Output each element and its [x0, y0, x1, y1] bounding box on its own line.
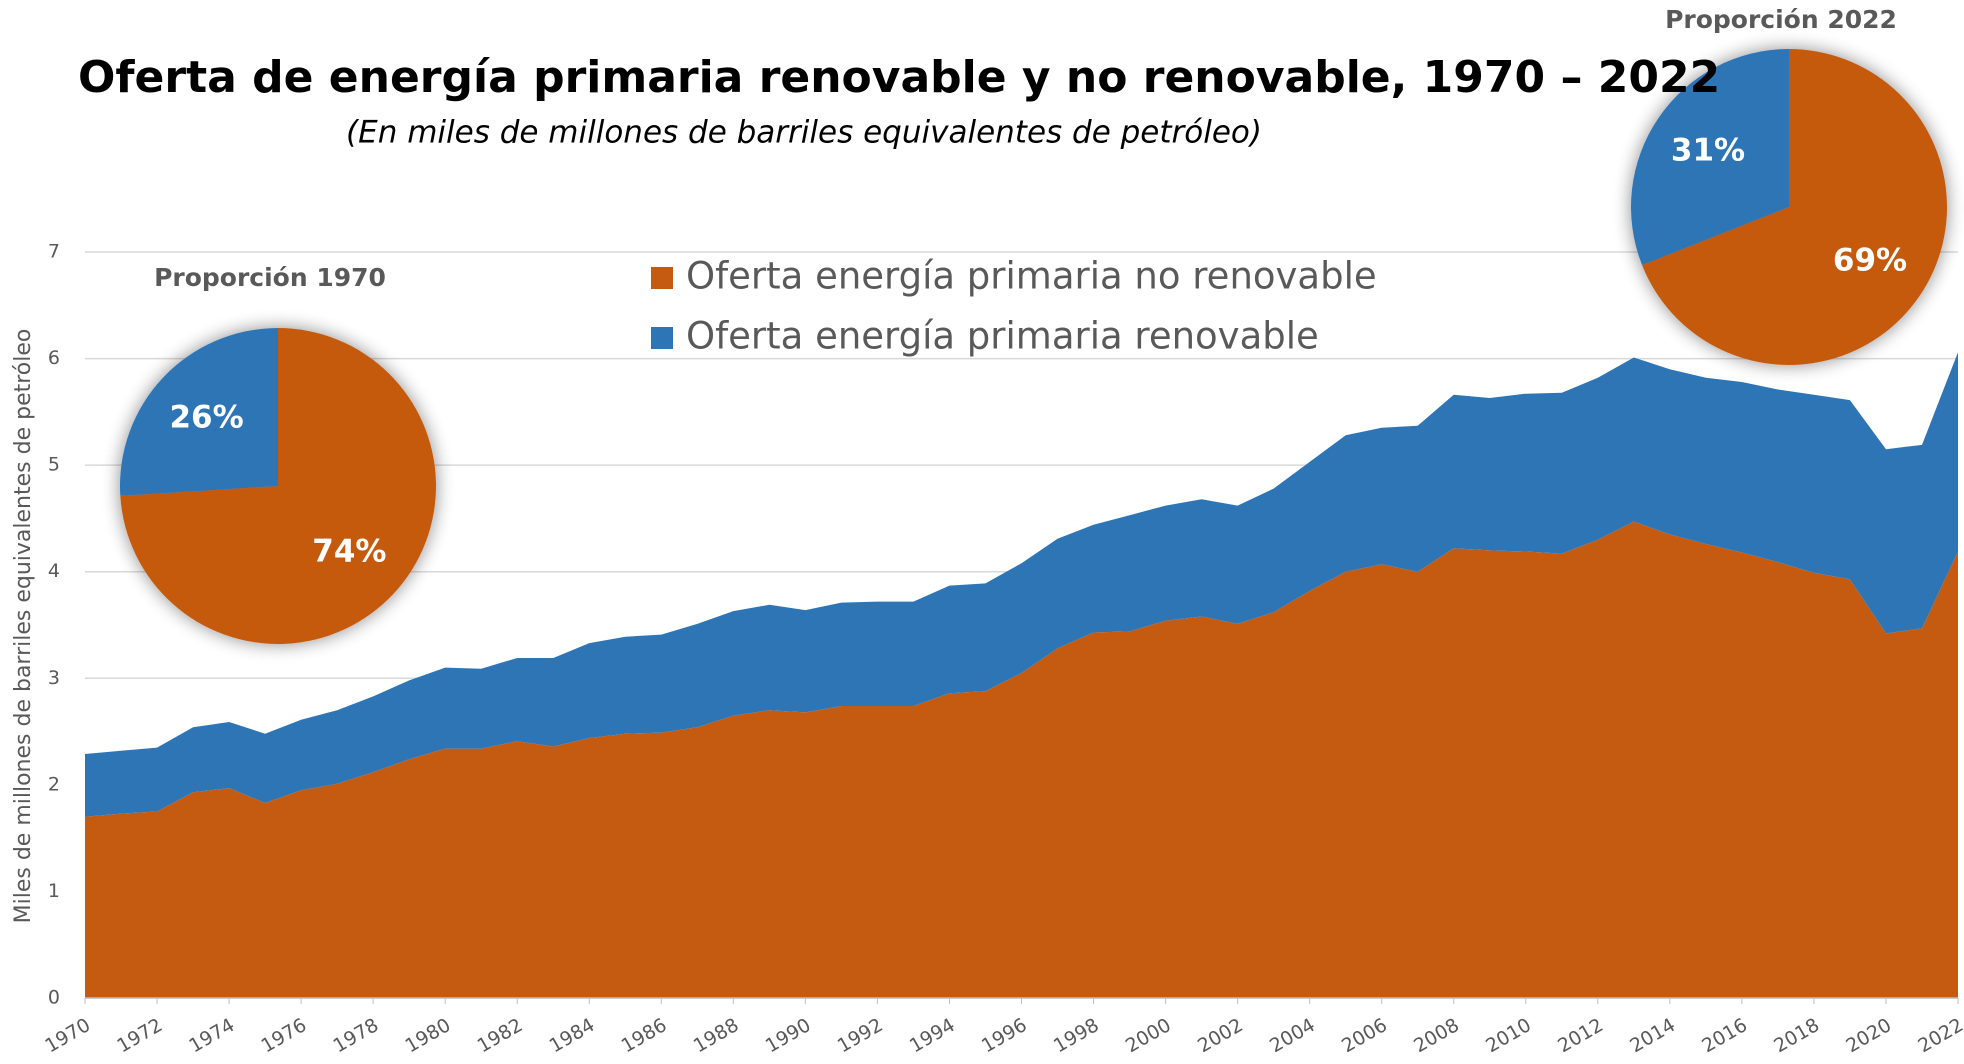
- x-tick-label: 1974: [185, 1014, 238, 1057]
- legend-label: Oferta energía primaria no renovable: [686, 255, 1377, 298]
- x-tick-label: 2000: [1122, 1014, 1175, 1057]
- chart-title: Oferta de energía primaria renovable y n…: [78, 52, 1720, 103]
- x-tick-label: 2008: [1410, 1014, 1463, 1057]
- y-tick-label: 3: [48, 667, 60, 689]
- pie-title: Proporción 1970: [154, 263, 386, 292]
- x-tick-label: 1988: [690, 1014, 743, 1057]
- x-tick-label: 2010: [1482, 1014, 1535, 1057]
- x-tick-label: 2022: [1914, 1014, 1964, 1057]
- pie-label: 26%: [169, 399, 243, 435]
- y-tick-label: 4: [48, 560, 60, 582]
- legend-swatch: [651, 267, 673, 289]
- x-tick-label: 1980: [402, 1014, 455, 1057]
- x-tick-label: 2012: [1554, 1014, 1607, 1057]
- legend-swatch: [651, 327, 673, 349]
- x-tick-label: 1986: [618, 1014, 671, 1057]
- x-tick-label: 1994: [906, 1014, 959, 1057]
- pie-slice: [1631, 49, 1789, 266]
- y-tick-label: 2: [48, 773, 60, 795]
- x-tick-label: 1992: [834, 1014, 887, 1057]
- chart-subtitle: (En miles de millones de barriles equiva…: [346, 115, 1262, 151]
- overlay: Oferta energía primaria no renovable Ofer…: [119, 5, 1948, 645]
- y-axis-label: Miles de millones de barriles equivalent…: [11, 329, 36, 924]
- x-tick-label: 2018: [1770, 1014, 1823, 1057]
- y-tick-label: 0: [48, 987, 60, 1009]
- x-tick-label: 2006: [1338, 1014, 1391, 1057]
- y-tick-label: 1: [48, 880, 60, 902]
- pie: [119, 328, 437, 645]
- x-tick-label: 1978: [330, 1014, 383, 1057]
- x-tick-label: 2002: [1194, 1014, 1247, 1057]
- x-tick-label: 2014: [1626, 1014, 1679, 1057]
- x-tick-label: 1998: [1050, 1014, 1103, 1057]
- pie-label: 69%: [1833, 243, 1907, 279]
- x-tick-label: 1976: [257, 1014, 310, 1057]
- x-tick-label: 2016: [1698, 1014, 1751, 1057]
- y-tick-label: 7: [48, 241, 60, 263]
- x-tick-label: 1996: [978, 1014, 1031, 1057]
- y-tick-label: 5: [48, 454, 60, 476]
- pie-label: 74%: [312, 534, 386, 570]
- pie-slice: [119, 328, 278, 496]
- x-tick-label: 1990: [762, 1014, 815, 1057]
- x-tick-label: 2004: [1266, 1014, 1319, 1057]
- pie-slice: [120, 328, 437, 645]
- area: [85, 521, 1958, 998]
- x-tick-label: 1972: [113, 1014, 166, 1057]
- x-tick-label: 1984: [546, 1014, 599, 1057]
- pie: [1631, 49, 1948, 366]
- x-tick-label: 2020: [1842, 1014, 1895, 1057]
- pie-label: 31%: [1671, 132, 1745, 168]
- pie-title: Proporción 2022: [1665, 5, 1897, 34]
- x-tick-label: 1970: [41, 1014, 94, 1057]
- pie-slice: [1642, 49, 1948, 366]
- y-tick-label: 6: [48, 347, 60, 369]
- area: [85, 352, 1958, 817]
- legend-label: Oferta energía primaria renovable: [686, 315, 1319, 358]
- x-tick-label: 1982: [474, 1014, 527, 1057]
